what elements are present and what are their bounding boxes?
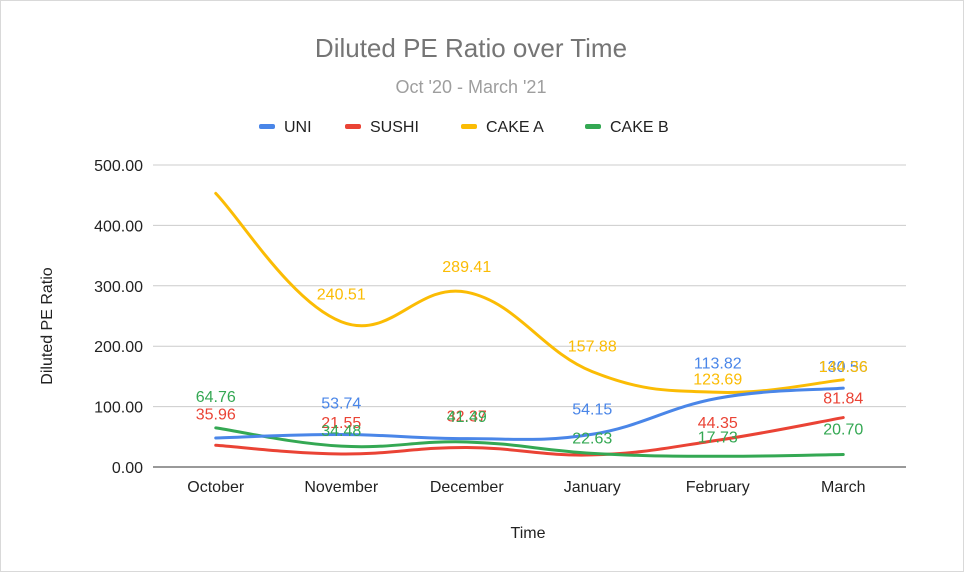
x-axis-title: Time [511,525,546,542]
legend-entry: CAKE B [610,119,669,136]
data-label: 35.96 [196,406,236,423]
data-label: 22.63 [572,430,612,447]
legend-swatch [345,124,361,129]
x-tick-label: December [430,479,504,496]
data-label: 64.76 [196,389,236,406]
x-tick-label: January [564,479,621,496]
data-label: 54.15 [572,401,612,418]
x-axis-ticks: October November December January February Ma… [187,479,865,496]
series-line-cake-b [214,426,845,458]
series-line-uni [214,386,845,441]
series-lines [214,191,845,458]
x-tick-label: March [821,479,865,496]
data-label: 20.70 [823,421,863,438]
data-label: 123.69 [693,371,742,388]
x-tick-label: November [304,479,378,496]
legend-entry: SUSHI [370,119,419,136]
x-tick-label: October [187,479,245,496]
legend-swatch [585,124,601,129]
data-label: 130.56 [819,359,868,376]
y-tick-label: 200.00 [94,339,143,356]
y-tick-label: 100.00 [94,400,143,417]
data-label: 32.37 [447,408,487,425]
data-label: 53.74 [321,396,361,413]
y-axis-title: Diluted PE Ratio [39,267,56,384]
data-label: 21.55 [321,415,361,432]
data-label: 17.73 [698,429,738,446]
data-label: 41.49 [447,409,487,426]
data-label: 81.84 [823,391,863,408]
data-label: 289.41 [442,259,491,276]
y-gridlines [153,164,906,468]
series-line-cake-a [214,191,845,394]
legend-entry: UNI [284,119,312,136]
data-label: 34.48 [321,423,361,440]
chart-title: Diluted PE Ratio over Time [315,33,627,63]
data-label: 113.82 [694,355,742,372]
y-tick-label: 0.00 [112,460,143,477]
series-line-sushi [214,416,845,457]
y-tick-label: 500.00 [94,158,143,175]
data-label: 157.88 [568,339,617,356]
data-labels: 53.74 54.15 113.82 130.56 35.96 21.55 32.37 44.… [196,259,868,447]
legend-swatch [259,124,275,129]
data-label: 144.36 [819,359,868,376]
y-axis-ticks: 0.00 100.00 200.00 300.00 400.00 500.00 [94,158,143,477]
data-label: 240.51 [317,287,366,304]
legend-swatch [461,124,477,129]
y-tick-label: 300.00 [94,279,143,296]
data-label: 44.35 [698,415,738,432]
x-tick-label: February [686,479,750,496]
chart-legend: UNI SUSHI CAKE A CAKE B [259,119,669,136]
y-tick-label: 400.00 [94,218,143,235]
chart-subtitle: Oct '20 - March '21 [396,77,547,97]
legend-entry: CAKE A [486,119,544,136]
